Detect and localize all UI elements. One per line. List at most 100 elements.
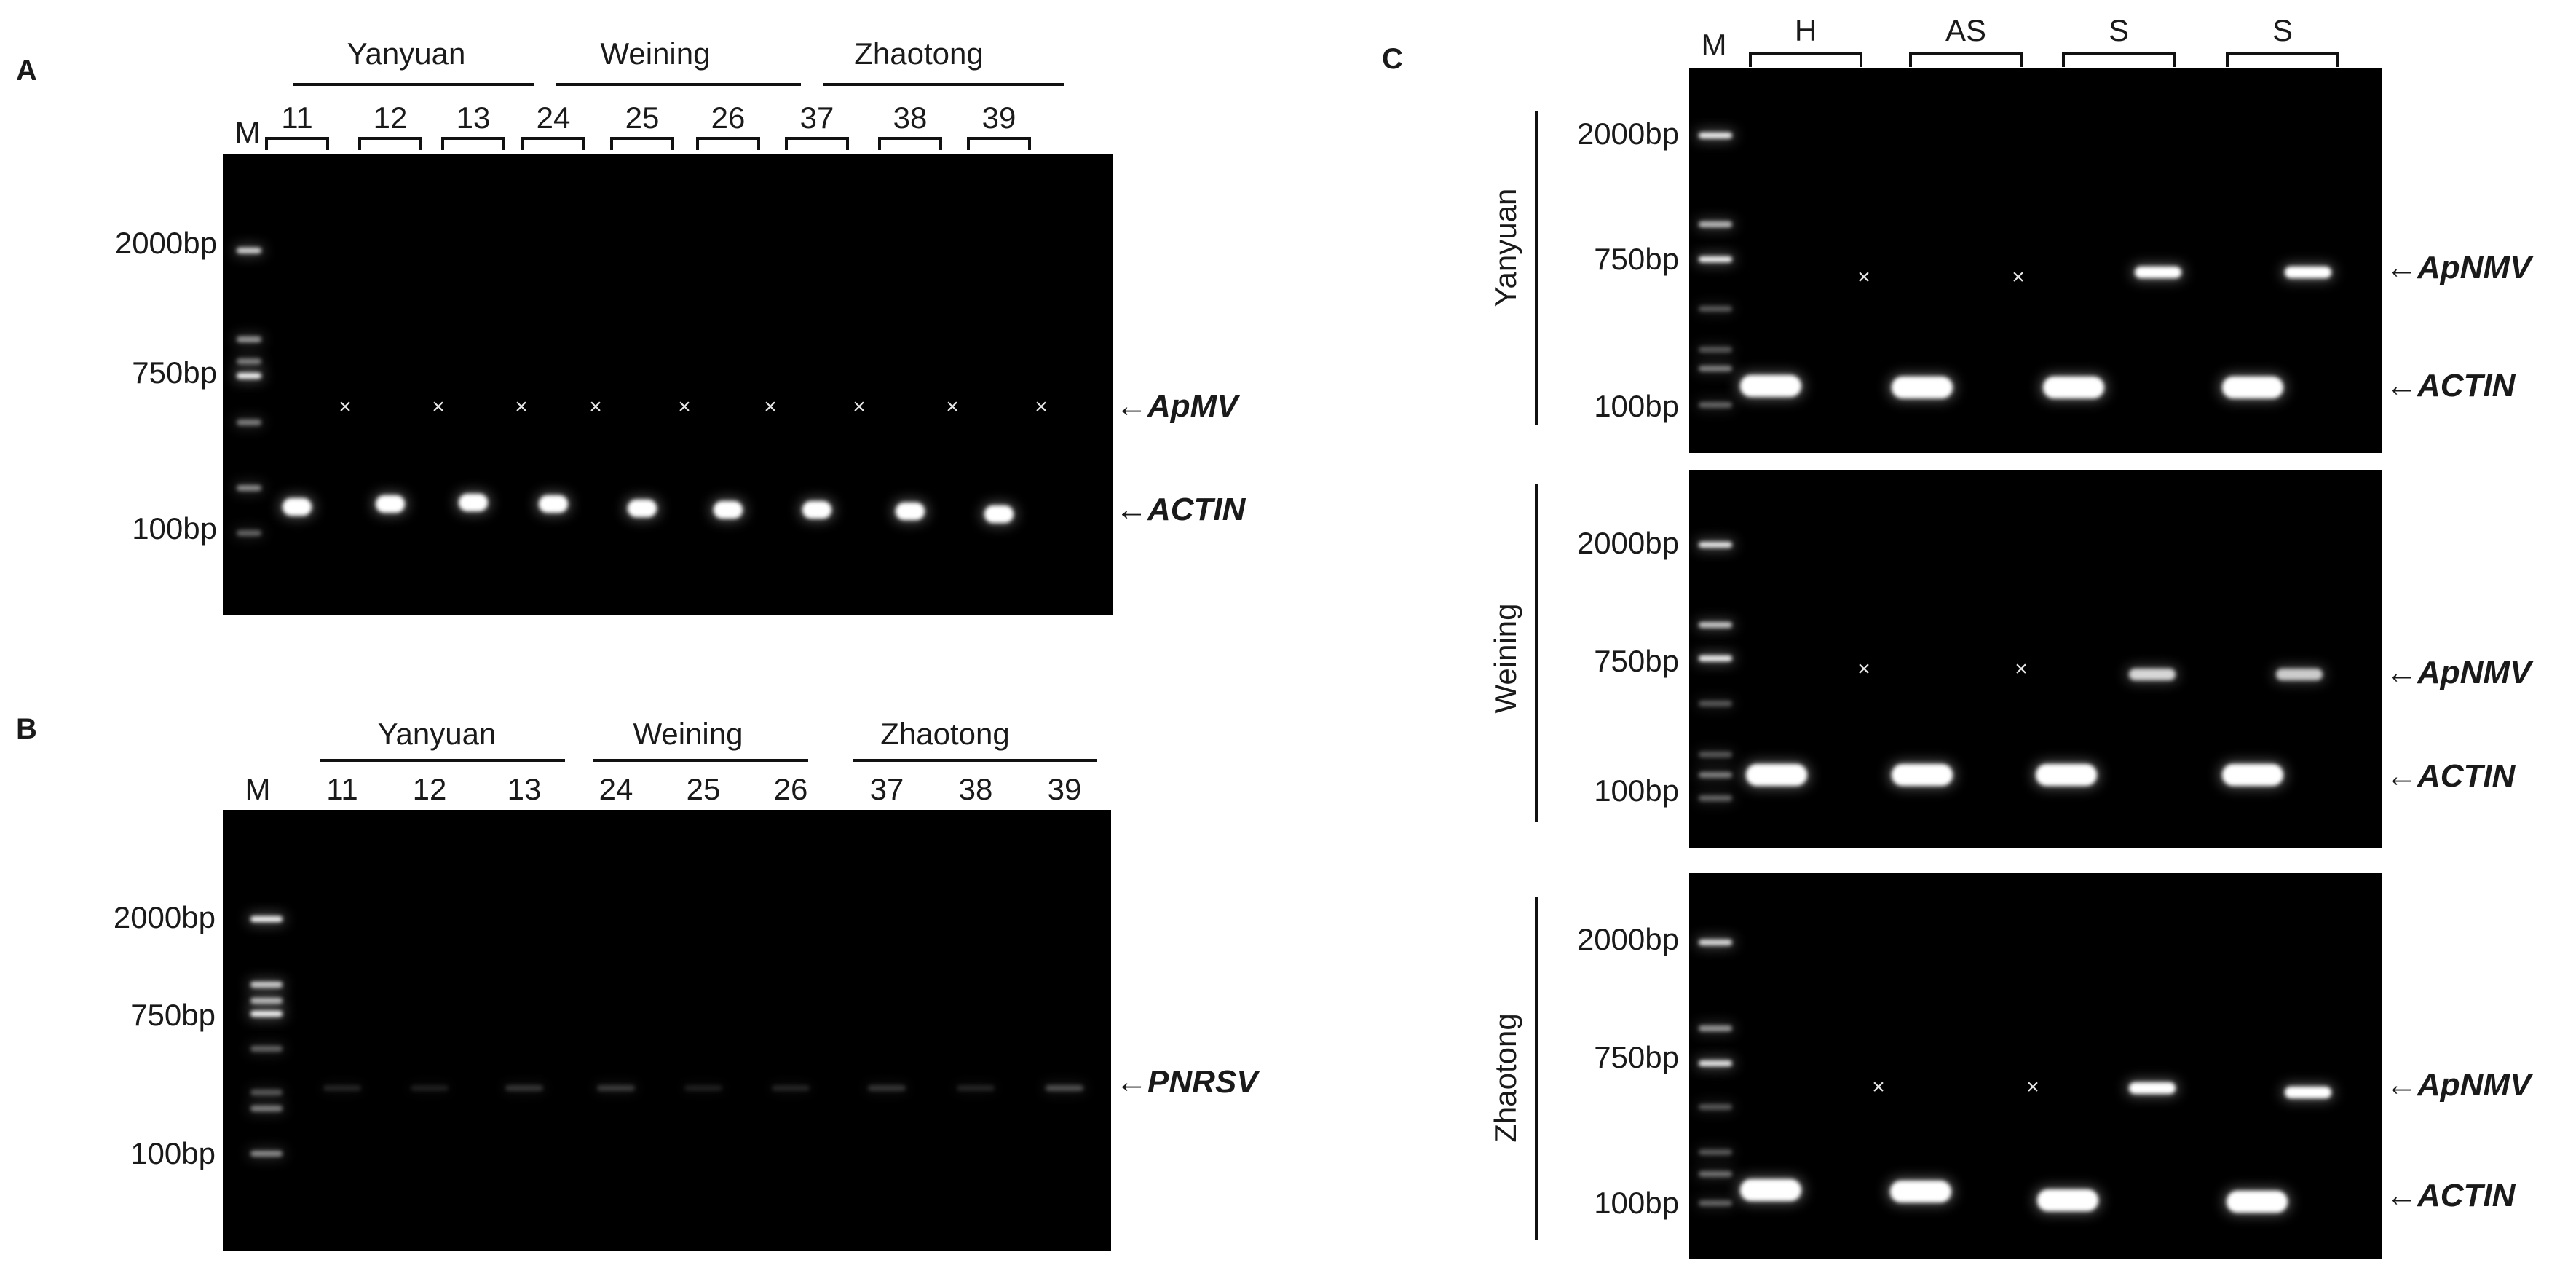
absent-mark-apnmv: × xyxy=(1857,265,1870,289)
ladder-bands xyxy=(1696,130,1735,410)
band-actin xyxy=(981,503,1016,525)
marker-2000bp: 2000bp xyxy=(115,226,217,260)
row-label-zhaotong: Zhaotong xyxy=(1488,1013,1522,1142)
lane-bracket xyxy=(521,137,585,150)
ladder-band xyxy=(1696,130,1735,141)
ladder-band xyxy=(248,1087,285,1098)
absent-mark-apmv: × xyxy=(764,395,777,419)
absent-mark-apmv: × xyxy=(589,395,602,419)
ladder-band xyxy=(248,914,285,924)
ladder-band xyxy=(1696,219,1735,229)
marker-2000bp: 2000bp xyxy=(114,900,216,934)
ladder-band xyxy=(234,483,264,493)
band-actin xyxy=(280,496,315,518)
band-actin xyxy=(2219,374,2286,401)
absent-mark-apmv: × xyxy=(678,395,691,419)
band-actin xyxy=(1743,762,1810,788)
sample-group-label: S xyxy=(2272,13,2293,47)
lane-label: 37 xyxy=(800,101,834,135)
band-actin xyxy=(625,497,660,519)
lane-label: 11 xyxy=(326,772,358,806)
absent-mark-apmv: × xyxy=(853,395,866,419)
ladder-band xyxy=(1696,937,1735,948)
absent-mark-apnmv: × xyxy=(2015,657,2028,681)
band-apnmv xyxy=(2282,264,2334,280)
marker-2000bp: 2000bp xyxy=(1577,922,1679,956)
band-pnrsv xyxy=(594,1083,638,1093)
gel-zhaotong: Zhaotong 2000bp 750bp 100bp ←ApNMV ←ACTI… xyxy=(1488,873,2534,1259)
lane-label: 38 xyxy=(959,772,993,806)
sample-group-bracket xyxy=(2226,52,2339,67)
ladder-band xyxy=(1696,1102,1735,1112)
gel-image xyxy=(223,154,1113,615)
absent-mark-apnmv: × xyxy=(1857,657,1870,681)
apnmv-bands xyxy=(2126,666,2326,682)
lane-label: 11 xyxy=(281,101,313,135)
ladder-band xyxy=(248,996,285,1006)
target-apnmv: ←ApNMV xyxy=(2385,655,2534,690)
ladder-band xyxy=(1696,620,1735,630)
ladder-band xyxy=(1696,770,1735,780)
ladder-band xyxy=(234,417,264,428)
absent-band-marks: × × × × × × × × × xyxy=(339,395,1048,419)
actin-bands xyxy=(1743,762,2286,788)
lane-label: 38 xyxy=(893,101,928,135)
lane-label: 26 xyxy=(774,772,808,806)
actin-bands xyxy=(280,492,1016,525)
target-pnrsv: ←PNRSV xyxy=(1115,1064,1260,1100)
marker-100bp: 100bp xyxy=(130,1136,216,1170)
band-actin xyxy=(799,499,834,521)
lane-label: 39 xyxy=(982,101,1016,135)
lane-label: 25 xyxy=(687,772,721,806)
absent-mark-apmv: × xyxy=(946,395,959,419)
absent-band-marks: × × xyxy=(1857,657,2028,681)
target-apnmv: ←ApNMV xyxy=(2385,250,2534,285)
band-actin xyxy=(373,493,408,515)
absent-mark-apnmv: × xyxy=(2012,265,2025,289)
absent-mark-apmv: × xyxy=(339,395,352,419)
band-apnmv xyxy=(2132,264,2184,280)
ladder-band xyxy=(234,334,264,344)
absent-mark-apnmv: × xyxy=(2026,1075,2039,1099)
lane-label: 25 xyxy=(625,101,660,135)
marker-750bp: 750bp xyxy=(1594,242,1679,276)
lane-label: 39 xyxy=(1048,772,1082,806)
ladder-band xyxy=(248,980,285,990)
sample-group-bracket xyxy=(2062,52,2176,67)
gel-image xyxy=(223,810,1111,1251)
ladder-band xyxy=(1696,1058,1735,1068)
ladder-band xyxy=(234,371,264,381)
actin-bands xyxy=(1737,1177,2291,1215)
ladder-band xyxy=(248,1103,285,1114)
lane-label: 13 xyxy=(507,772,542,806)
group-label-zhaotong: Zhaotong xyxy=(854,36,983,71)
ladder-band xyxy=(248,1149,285,1159)
ladder-bands xyxy=(1696,937,1735,1208)
target-apnmv: ←ApNMV xyxy=(2385,1067,2534,1103)
panel-b-label: B xyxy=(16,713,37,745)
ladder-band xyxy=(248,1009,285,1019)
ladder-band xyxy=(234,245,264,256)
lane-label: 26 xyxy=(711,101,746,135)
row-label-weining: Weining xyxy=(1488,604,1522,714)
band-apnmv xyxy=(2126,1080,2178,1096)
lane-label: 24 xyxy=(537,101,571,135)
ladder-band xyxy=(1696,1147,1735,1157)
band-apnmv xyxy=(2126,666,2178,682)
ladder-band xyxy=(1696,698,1735,709)
band-apnmv xyxy=(2282,1084,2334,1100)
lane-label: 12 xyxy=(374,101,408,135)
lane-labels: 11 12 13 24 25 26 37 38 39 xyxy=(281,101,1016,135)
ladder-label: M xyxy=(245,772,271,806)
panel-c: C M H AS S S Yanyuan 2000bp 750bp 100bp ←Ap… xyxy=(1382,13,2534,1259)
group-label-zhaotong: Zhaotong xyxy=(880,717,1009,751)
absent-mark-apmv: × xyxy=(432,395,445,419)
lane-bracket xyxy=(696,137,760,150)
marker-2000bp: 2000bp xyxy=(1577,117,1679,151)
band-actin xyxy=(1889,374,1956,401)
band-pnrsv xyxy=(769,1083,813,1093)
apnmv-bands xyxy=(2132,264,2334,280)
lane-labels: 11 12 13 24 25 26 37 38 39 xyxy=(326,772,1081,806)
marker-100bp: 100bp xyxy=(132,511,217,546)
